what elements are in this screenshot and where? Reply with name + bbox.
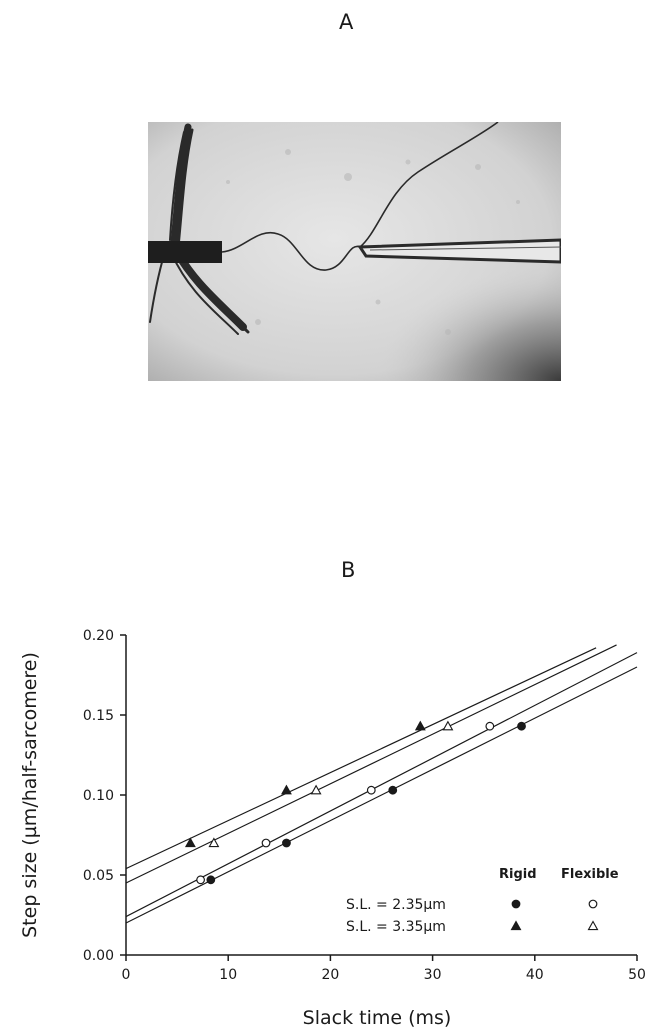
y-axis-title: Step size (µm/half-sarcomere) [19,652,41,938]
fit-line-open-triangle [125,644,617,884]
y-tick-label: 0.20 [83,628,114,644]
data-point-filled-circle [517,721,526,731]
x-tick-label: 20 [321,967,339,983]
legend-header-rigid: Rigid [499,867,537,882]
panel-b-label: B [341,558,356,582]
x-tick-label: 30 [424,967,442,983]
data-point-open-triangle [442,720,454,731]
fit-line-open-circle [125,652,638,918]
fit-line-filled-triangle [125,647,597,870]
data-point-open-circle [485,721,495,731]
data-point-open-circle [261,838,271,848]
data-point-open-circle [196,875,206,885]
micrograph-photo [148,122,561,381]
chart-legend: Rigid Flexible S.L. = 2.35µm S.L. = 3.35µm [346,867,619,935]
data-point-filled-triangle [184,837,196,848]
data-point-open-circle [366,785,376,795]
y-tick-label: 0.05 [83,868,114,884]
y-tick-label: 0.15 [83,708,114,724]
legend-marker-filled-triangle [510,920,522,931]
legend-label: S.L. = 2.35µm [346,897,446,913]
x-tick-label: 50 [628,967,646,983]
x-tick-label: 0 [122,967,131,983]
chart-fit-lines [125,644,638,924]
legend-marker-filled-circle [511,899,521,909]
x-tick-label: 40 [526,967,544,983]
legend-marker-open-circle [588,899,598,909]
data-point-filled-triangle [414,720,426,731]
x-tick-label: 10 [219,967,237,983]
slack-test-chart: 0.00 0.05 0.10 0.15 0.20 0 10 20 30 40 50 Slack tim… [19,628,646,1029]
fit-line-filled-circle [125,666,638,924]
legend-label: S.L. = 3.35µm [346,919,446,935]
legend-header-flexible: Flexible [561,867,619,882]
data-point-filled-circle [282,838,291,848]
data-point-filled-triangle [281,784,292,795]
data-point-filled-circle [206,875,216,885]
y-tick-label: 0.10 [83,788,114,804]
chart-axes: 0.00 0.05 0.10 0.15 0.20 0 10 20 30 40 50 Slack tim… [19,628,646,1029]
x-axis-title: Slack time (ms) [303,1007,452,1029]
panel-a-label: A [339,10,354,34]
chart-data-points [184,720,526,885]
y-tick-label: 0.00 [83,948,114,964]
data-point-open-triangle [208,837,220,848]
legend-marker-open-triangle [587,920,599,931]
data-point-filled-circle [388,785,398,795]
data-point-open-triangle [310,784,322,795]
